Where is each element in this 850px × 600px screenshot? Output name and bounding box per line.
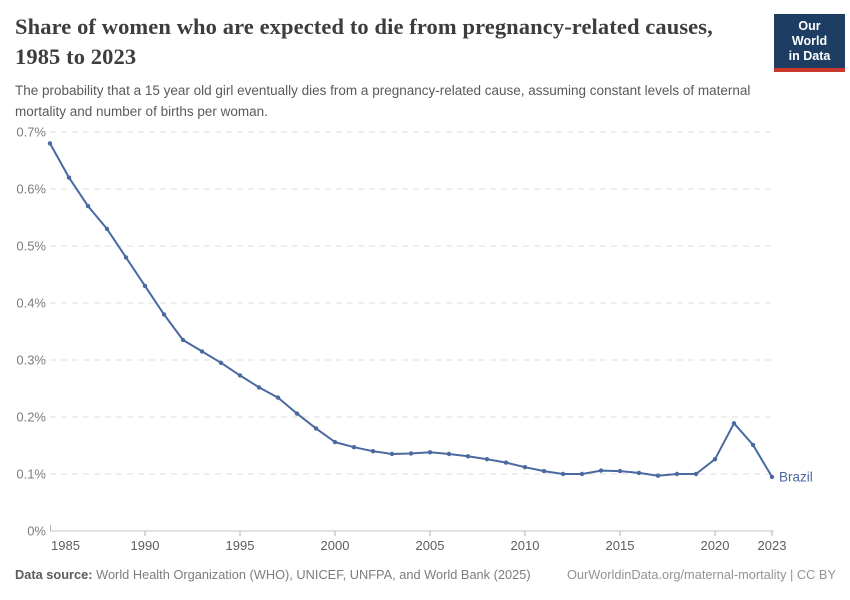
y-axis-label: 0.6% (16, 182, 46, 197)
data-point[interactable] (484, 457, 490, 462)
data-point[interactable] (47, 141, 53, 146)
data-point[interactable] (332, 439, 338, 445)
data-point[interactable] (408, 451, 414, 456)
owid-logo[interactable]: Our World in Data (774, 14, 845, 72)
x-axis-label: 2015 (606, 538, 635, 553)
data-point[interactable] (503, 460, 509, 465)
x-axis-label: 2023 (758, 538, 787, 553)
data-point[interactable] (522, 465, 528, 470)
data-point[interactable] (256, 385, 262, 390)
data-point[interactable] (199, 349, 205, 354)
data-point[interactable] (617, 468, 623, 474)
data-point[interactable] (66, 175, 72, 180)
data-point[interactable] (636, 470, 642, 476)
data-point[interactable] (389, 451, 395, 457)
data-point[interactable] (674, 471, 680, 477)
data-point[interactable] (237, 373, 243, 378)
data-point[interactable] (85, 203, 91, 209)
owid-link[interactable]: OurWorldinData.org/maternal-mortality | … (566, 567, 836, 582)
x-axis-label: 1990 (131, 538, 160, 553)
y-axis-label: 0.3% (16, 353, 46, 368)
y-axis-label: 0.5% (16, 239, 46, 254)
data-point[interactable] (465, 454, 471, 459)
data-source: Data source: World Health Organization (… (15, 566, 531, 583)
x-axis-label: 2020 (701, 538, 730, 553)
data-point[interactable] (351, 445, 357, 450)
data-point[interactable] (275, 395, 281, 400)
data-source-label: Data source: (15, 567, 93, 582)
data-point[interactable] (541, 468, 547, 474)
data-point[interactable] (560, 471, 566, 477)
y-axis-label: 0.1% (16, 467, 46, 482)
series-line-brazil[interactable] (49, 142, 773, 478)
data-source-text: World Health Organization (WHO), UNICEF,… (96, 567, 531, 582)
data-point[interactable] (731, 421, 737, 426)
series-label-brazil[interactable]: Brazil (779, 469, 813, 484)
data-point[interactable] (218, 360, 224, 365)
owid-logo-line1: Our World (791, 19, 828, 48)
data-point[interactable] (161, 312, 167, 317)
page-title: Share of women who are expected to die f… (15, 14, 713, 69)
x-axis-label: 2010 (511, 538, 540, 553)
owid-logo-line2: in Data (788, 49, 831, 63)
x-axis-label: 2000 (321, 538, 350, 553)
data-point[interactable] (598, 468, 604, 473)
y-axis-label: 0.7% (16, 125, 46, 140)
line-chart: 0% 0.1% 0.2% 0.3% 0.4% 0.5% 0.6% 0.7% 1985 1990 19… (16, 125, 813, 553)
chart-footer: Data source: World Health Organization (… (15, 566, 836, 583)
data-point[interactable] (750, 442, 756, 448)
x-axis-label: 2005 (416, 538, 445, 553)
y-axis-label: 0.2% (16, 410, 46, 425)
data-point[interactable] (655, 473, 661, 478)
data-point[interactable] (294, 411, 300, 416)
x-axis-label: 1995 (226, 538, 255, 553)
data-point[interactable] (123, 255, 129, 260)
data-point[interactable] (769, 474, 775, 480)
data-point[interactable] (427, 450, 433, 455)
data-point[interactable] (446, 451, 452, 457)
y-axis-label: 0.4% (16, 296, 46, 311)
data-point[interactable] (180, 337, 186, 343)
x-axis-label: 1985 (51, 538, 80, 553)
data-point[interactable] (104, 226, 110, 232)
chart-subtitle: The probability that a 15 year old girl … (15, 83, 751, 119)
data-point[interactable] (712, 457, 718, 462)
data-point[interactable] (370, 449, 376, 454)
data-point[interactable] (142, 283, 148, 289)
data-point[interactable] (693, 471, 699, 477)
y-axis-label: 0% (27, 524, 46, 539)
data-point[interactable] (313, 426, 319, 431)
data-point[interactable] (579, 471, 585, 477)
